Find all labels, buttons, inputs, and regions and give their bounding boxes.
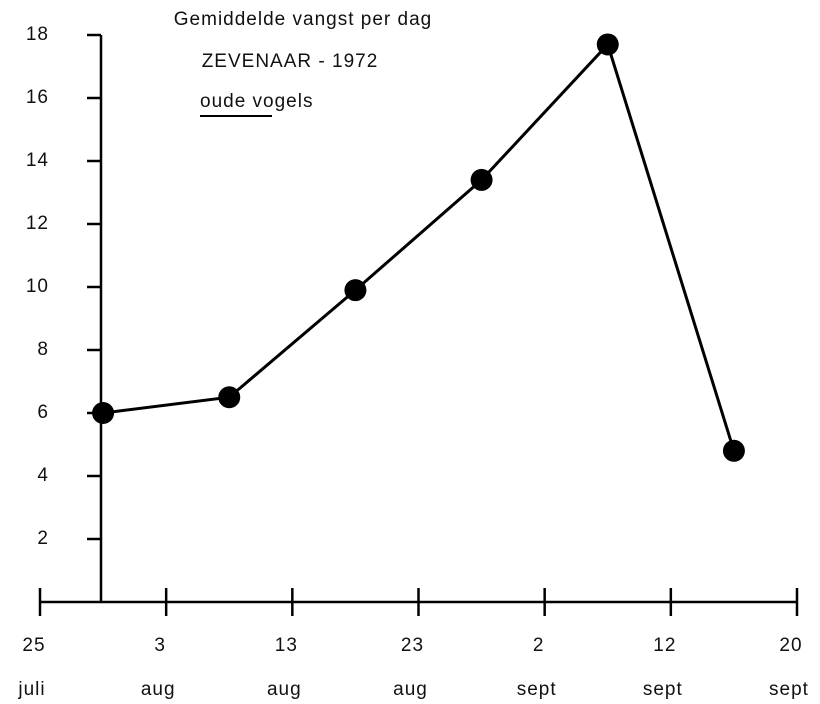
- y-tick-label: 16: [26, 87, 49, 108]
- x-tick-label: 25: [22, 635, 45, 656]
- x-tick-label: 3: [154, 635, 166, 656]
- y-tick-label: 14: [26, 150, 49, 171]
- chart-subtitle: ZEVENAAR - 1972: [202, 51, 379, 72]
- y-tick-label: 8: [37, 339, 49, 360]
- y-tick-label: 4: [37, 465, 49, 486]
- x-tick-label: sept: [643, 679, 683, 700]
- point: [92, 402, 115, 424]
- y-tick-label: 2: [37, 528, 49, 549]
- x-tick-label: 23: [401, 635, 424, 656]
- x-tick-label: sept: [517, 679, 557, 700]
- y-tick-label: 6: [37, 402, 49, 423]
- x-tick-label: 2: [533, 635, 545, 656]
- y-tick-label: 10: [26, 276, 49, 297]
- y-tick-label: 12: [26, 213, 49, 234]
- x-tick-label: 12: [653, 635, 676, 656]
- x-tick-label: aug: [141, 679, 176, 700]
- x-tick-label: sept: [769, 679, 809, 700]
- point: [218, 386, 241, 409]
- point: [344, 279, 367, 302]
- point: [470, 168, 493, 191]
- x-tick-label: aug: [393, 679, 428, 700]
- x-tick-label: juli: [17, 679, 45, 700]
- line: [102, 41, 736, 452]
- x-tick-label: 20: [779, 635, 802, 656]
- y-tick-label: 18: [26, 24, 49, 45]
- point: [596, 33, 619, 56]
- point: [722, 439, 745, 462]
- x-tick-label: 13: [275, 635, 298, 656]
- chart-subtitle: oude vogels: [200, 91, 313, 112]
- chart-title: Gemiddelde vangst per dag: [174, 9, 432, 30]
- x-tick-label: aug: [267, 679, 302, 700]
